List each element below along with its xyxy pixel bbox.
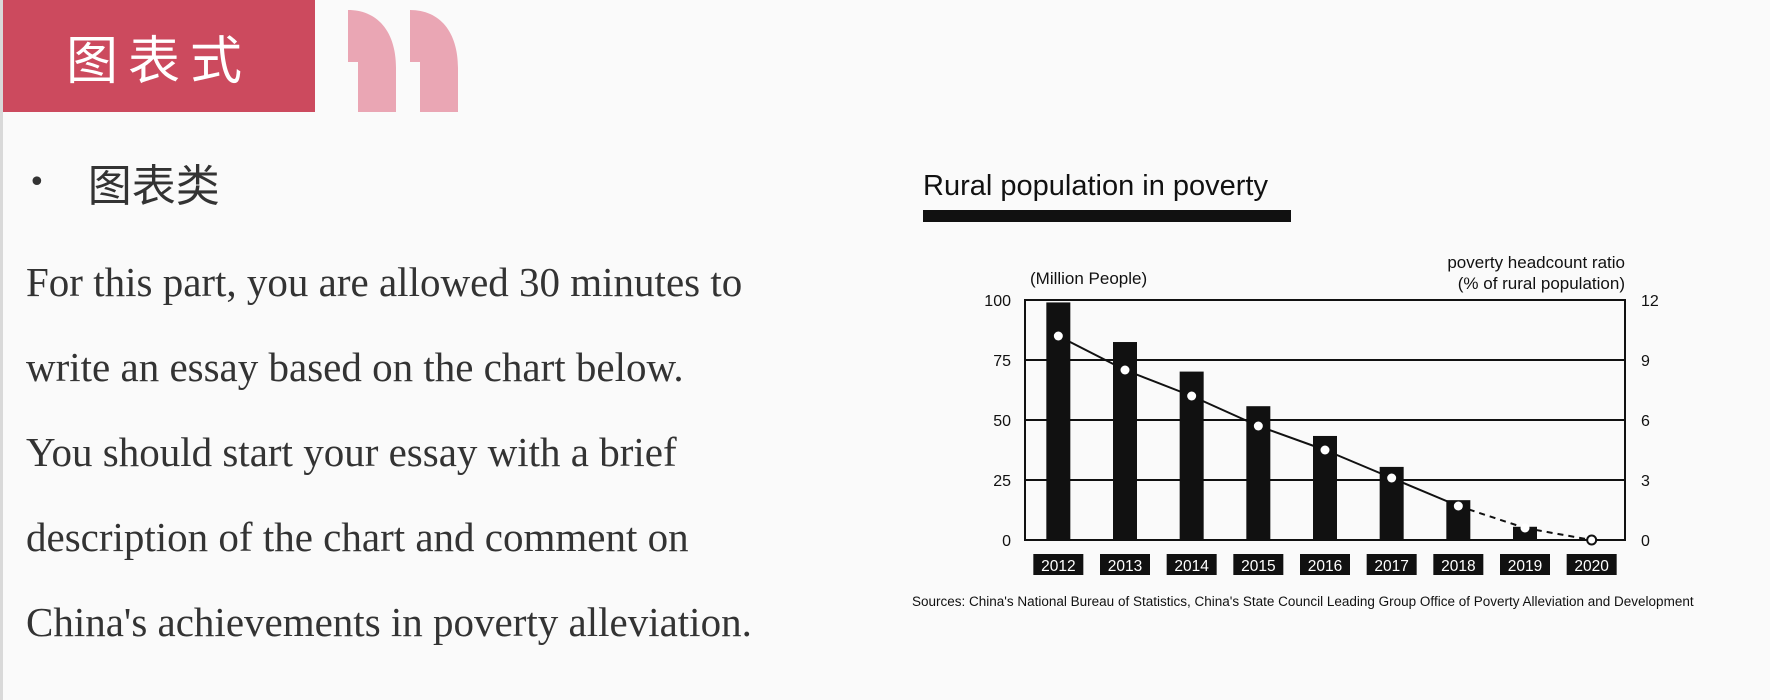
quote-mark-right-icon	[410, 10, 458, 112]
left-tick-label: 50	[993, 413, 1011, 430]
prompt-line: China's achievements in poverty alleviat…	[26, 599, 752, 645]
essay-prompt: For this part, you are allowed 30 minute…	[26, 240, 866, 665]
left-axis-label: (Million People)	[1030, 269, 1147, 288]
left-tick-label: 75	[993, 353, 1011, 370]
chart-title: Rural population in poverty	[923, 170, 1268, 202]
category-label-box	[1300, 554, 1350, 575]
category-label-box	[1500, 554, 1550, 575]
category-label: 2015	[1241, 558, 1275, 575]
ratio-line-segment	[1324, 449, 1393, 479]
quote-mark-left-icon	[348, 10, 396, 112]
category-label: 2016	[1308, 558, 1342, 575]
right-axis-label-line1: poverty headcount ratio	[1447, 253, 1625, 272]
right-tick-label: 9	[1641, 353, 1650, 370]
right-tick-label: 0	[1641, 533, 1650, 550]
category-label-box	[1566, 554, 1617, 575]
category-label: 2014	[1174, 558, 1209, 575]
left-edge-rule	[0, 0, 3, 700]
prompt-line: write an essay based on the chart below.	[26, 344, 684, 390]
section-title: 图表式	[65, 31, 252, 92]
category-label-box	[1233, 554, 1284, 575]
bullet-heading-label: 图表类	[87, 161, 220, 212]
right-tick-label: 12	[1641, 293, 1659, 310]
prompt-line: You should start your essay with a brief	[26, 429, 677, 475]
ratio-point	[1453, 501, 1463, 511]
poverty-chart: Rural population in poverty (Million Peo…	[912, 170, 1694, 609]
left-tick-label: 25	[993, 473, 1011, 490]
prompt-line: description of the chart and comment on	[26, 514, 689, 560]
ratio-line-segment	[1458, 505, 1526, 529]
bar	[1113, 342, 1137, 540]
chart-title-underline	[923, 210, 1291, 222]
ratio-point	[1120, 365, 1130, 375]
chart-source-note: Sources: China's National Bureau of Stat…	[912, 594, 1694, 609]
right-tick-label: 6	[1641, 413, 1650, 430]
right-tick-label: 3	[1641, 473, 1650, 490]
ratio-line-segment	[1057, 335, 1126, 371]
category-label-box	[1033, 554, 1084, 575]
ratio-point	[1320, 445, 1330, 455]
left-tick-label: 0	[1002, 533, 1011, 550]
ratio-line-segment	[1191, 395, 1259, 427]
right-axis-label-line2: (% of rural population)	[1458, 274, 1625, 293]
bar	[1513, 526, 1537, 540]
category-label: 2017	[1374, 558, 1408, 575]
ratio-line-segment	[1124, 369, 1193, 397]
category-label-box	[1100, 554, 1150, 575]
ratio-point	[1253, 421, 1263, 431]
category-label-box	[1433, 554, 1484, 575]
category-label: 2019	[1508, 558, 1542, 575]
category-label: 2018	[1441, 558, 1475, 575]
category-label-box	[1366, 554, 1417, 575]
ratio-point	[1187, 391, 1197, 401]
ratio-line-segment	[1524, 527, 1592, 541]
category-label: 2012	[1041, 558, 1075, 575]
section-title-banner: 图表式	[3, 0, 315, 112]
ratio-point	[1053, 331, 1063, 341]
category-label: 2020	[1574, 558, 1609, 575]
ratio-point	[1520, 523, 1530, 533]
bullet-dot-icon: •	[28, 164, 46, 200]
ratio-point	[1586, 534, 1598, 546]
bullet-heading: • 图表类	[28, 150, 220, 214]
ratio-line-segment	[1257, 425, 1326, 451]
ratio-point	[1387, 473, 1397, 483]
left-tick-label: 100	[984, 293, 1011, 310]
bar	[1046, 302, 1071, 540]
ratio-line-segment	[1391, 477, 1459, 507]
prompt-line: For this part, you are allowed 30 minute…	[26, 259, 743, 305]
category-label: 2013	[1108, 558, 1142, 575]
category-label-box	[1166, 554, 1217, 575]
